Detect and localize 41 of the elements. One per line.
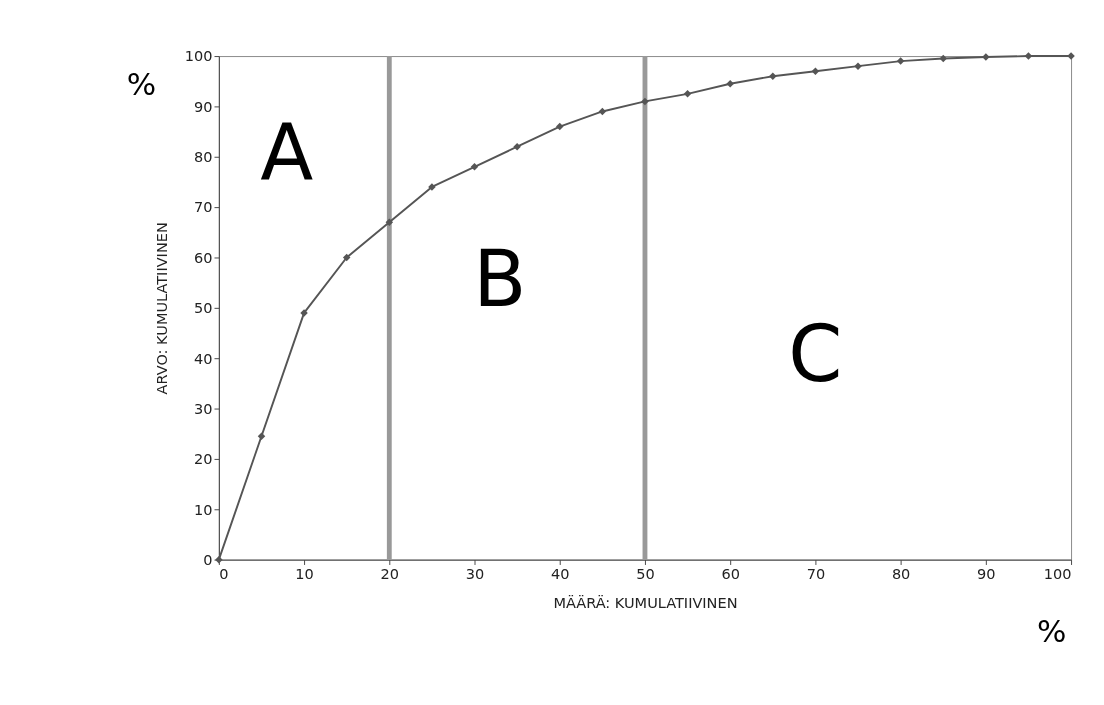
x-axis-title: MÄÄRÄ: KUMULATIIVINEN <box>553 593 738 611</box>
x-tick-label: 100 <box>1043 565 1072 582</box>
text: % <box>1036 612 1067 649</box>
y-tick-label: 40 <box>194 350 213 367</box>
point <box>556 122 564 131</box>
y-tick-label: 30 <box>194 400 213 417</box>
y-tick-label: 10 <box>194 501 213 518</box>
point <box>641 97 649 106</box>
x-tick-label: 30 <box>465 565 485 582</box>
point <box>470 163 479 171</box>
annotation: A <box>260 108 314 199</box>
point <box>726 80 734 88</box>
y-tick-label: 70 <box>194 199 213 216</box>
x-tick-label: 60 <box>721 565 740 582</box>
x-tick-label: 10 <box>295 565 314 582</box>
x-tick-label: 70 <box>806 565 826 582</box>
y-tick-label: 80 <box>194 149 213 166</box>
x-tick-label: 90 <box>977 565 996 582</box>
y-tick-label: 90 <box>194 98 213 115</box>
x-tick-label: 80 <box>891 565 911 582</box>
text: % <box>126 65 157 102</box>
point <box>811 67 820 75</box>
y-tick-label: 100 <box>184 48 213 65</box>
point <box>257 432 266 441</box>
point <box>513 142 521 151</box>
x-tick-label: 40 <box>550 565 570 582</box>
y-axis-title: ARVO: KUMULATIIVINEN <box>154 222 171 395</box>
point <box>683 90 692 98</box>
point <box>939 54 947 63</box>
y-tick-label: 60 <box>194 249 213 266</box>
point <box>385 218 394 226</box>
annotation: B <box>473 233 527 324</box>
annotation: C <box>788 309 843 400</box>
point <box>896 57 905 65</box>
x-tick-label: 20 <box>380 565 400 582</box>
x-tick-label: 0 <box>219 565 229 582</box>
y-tick-label: 20 <box>194 451 213 468</box>
point <box>769 72 777 80</box>
y-tick-label: 0 <box>203 551 213 568</box>
x-tick-label: 50 <box>636 565 655 582</box>
y-tick-label: 50 <box>194 300 213 317</box>
